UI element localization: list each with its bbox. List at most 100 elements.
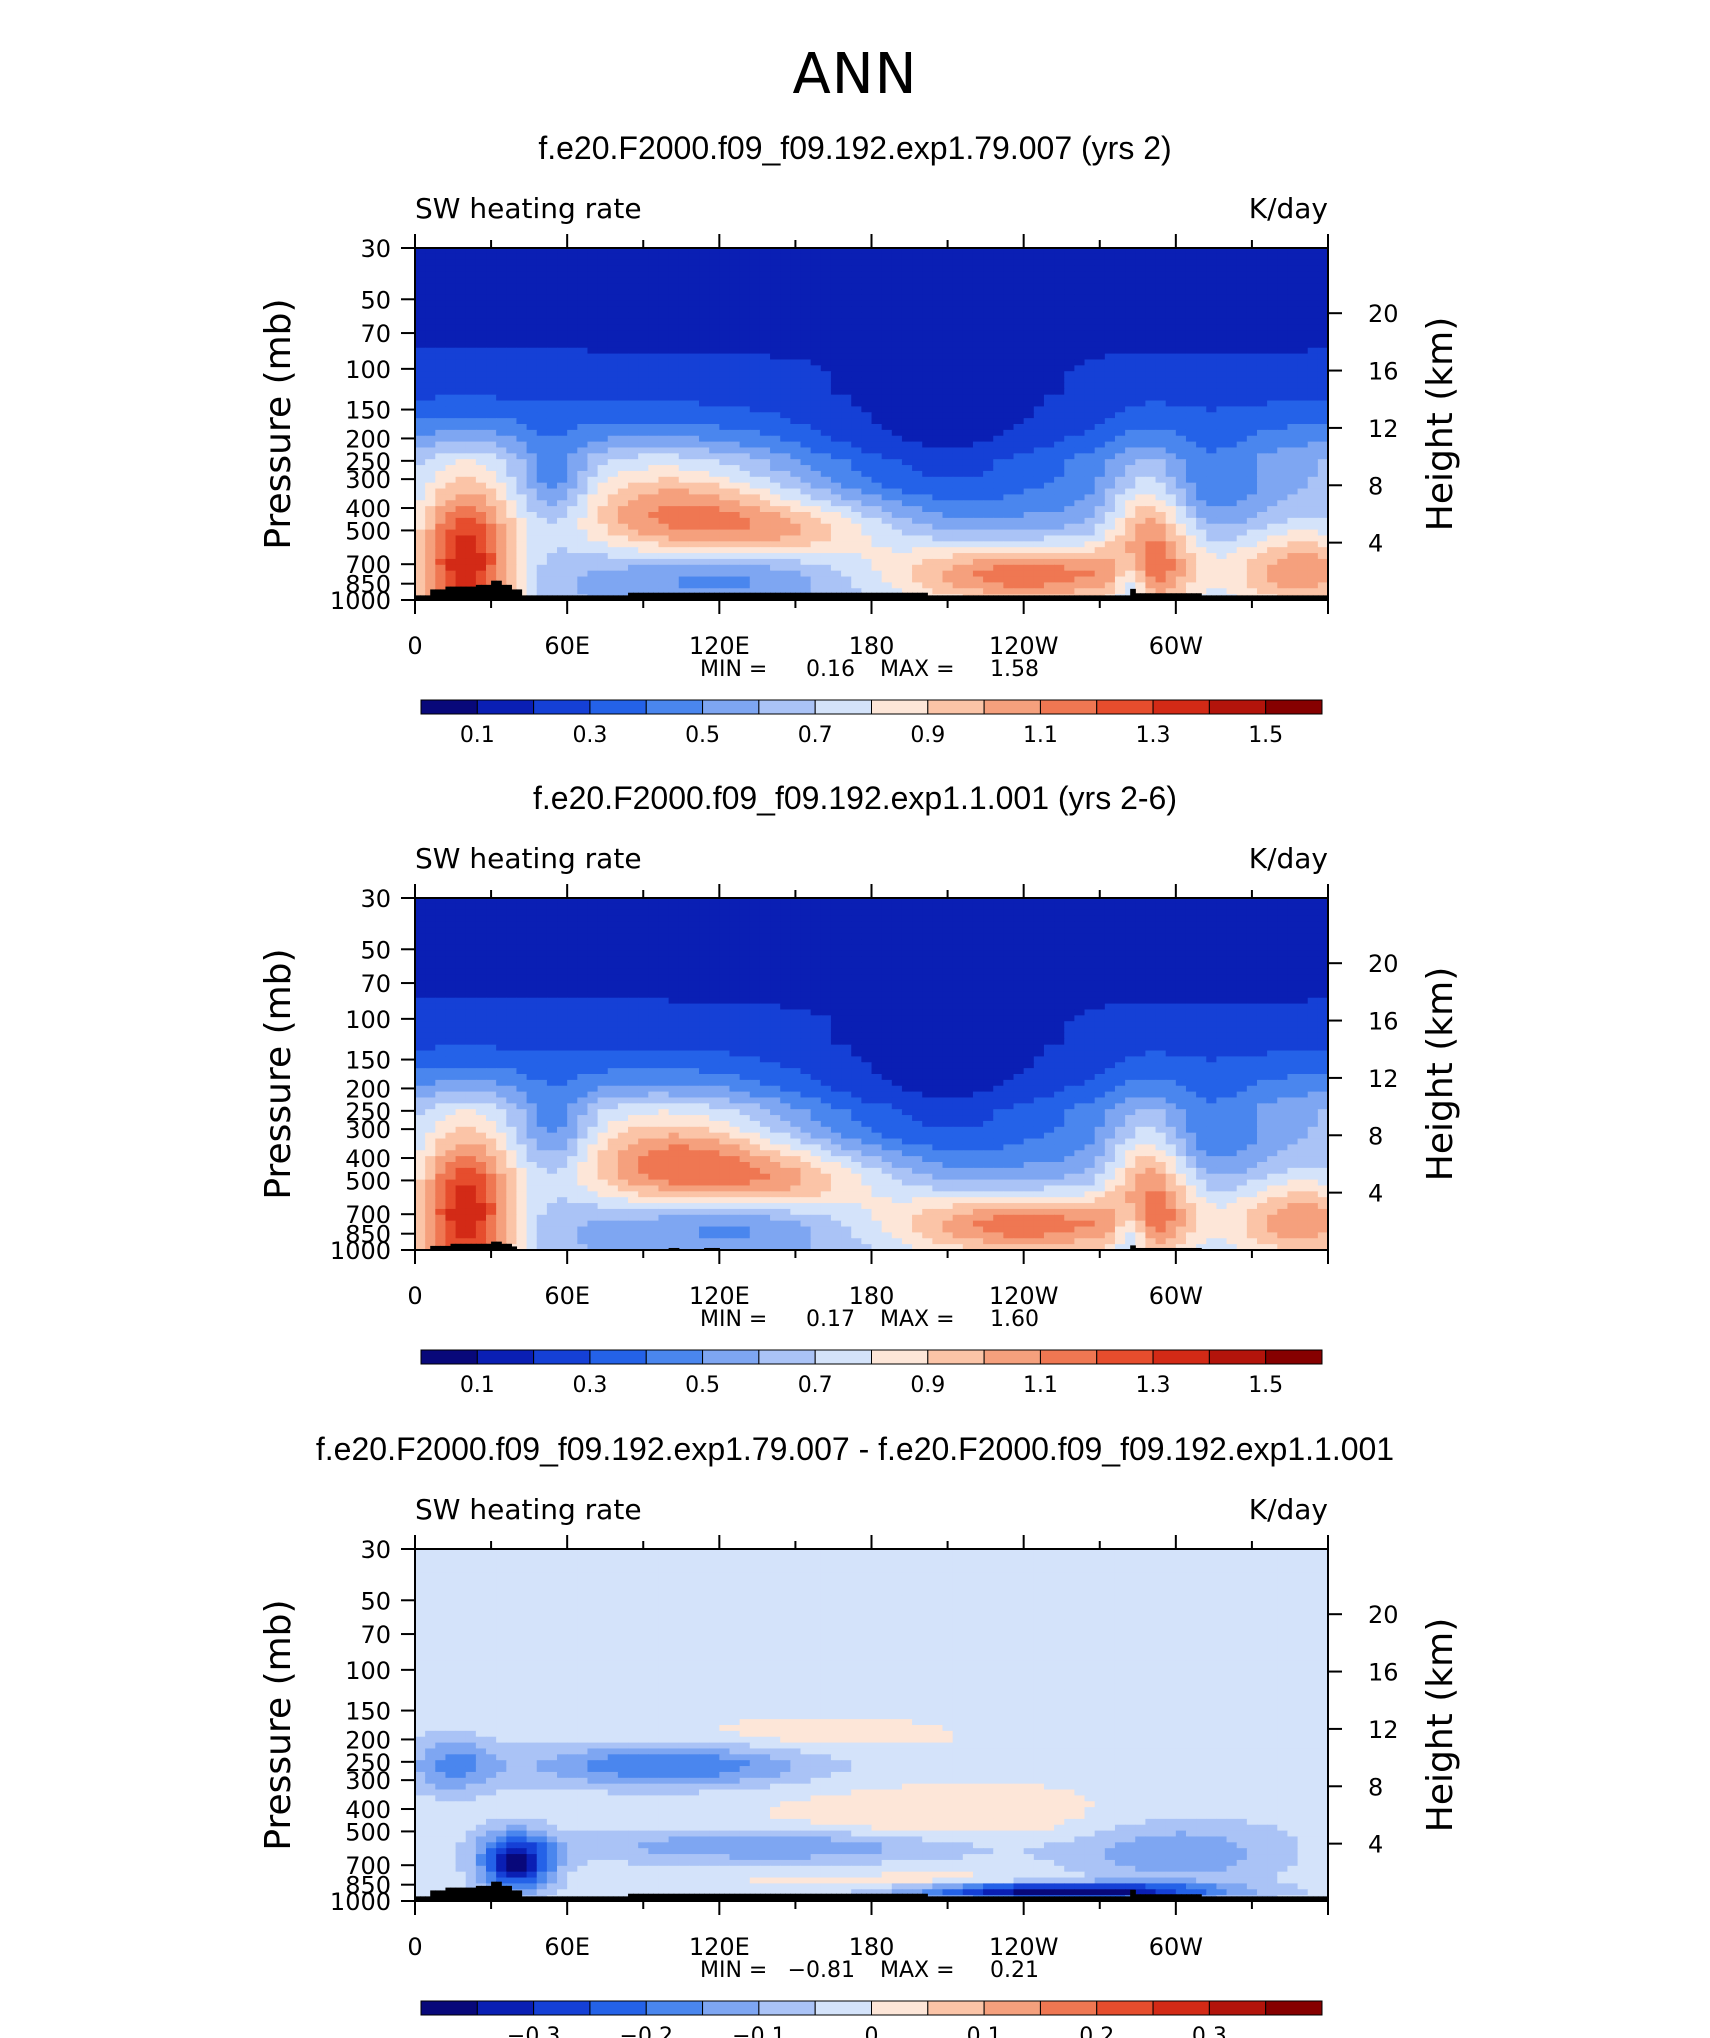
heatmap-cell [496,553,507,560]
heatmap-cell [1155,517,1167,525]
heatmap-cell [1013,529,1025,537]
heatmap-cell [1064,482,1075,490]
heatmap-cell [1064,306,1075,314]
heatmap-cell [851,347,862,355]
heatmap-cell [810,359,822,366]
heatmap-cell [820,459,832,466]
heatmap-cell [1135,359,1146,366]
heatmap-cell [1175,541,1187,548]
heatmap-cell [1256,529,1268,537]
heatmap-cell [506,400,518,407]
heatmap-cell [1236,547,1248,554]
heatmap-cell [1256,482,1268,490]
heatmap-cell [1267,289,1278,296]
heatmap-cell [486,365,497,372]
heatmap-cell [1033,265,1045,273]
heatmap-cell [1317,523,1329,531]
heatmap-cell [1196,400,1207,407]
heatmap-cell [709,341,720,349]
heatmap-cell [912,377,923,384]
heatmap-cell [972,265,984,273]
heatmap-cell [1175,294,1187,302]
heatmap-cell [506,382,518,390]
heatmap-cell [475,253,487,261]
heatmap-cell [1033,441,1045,449]
heatmap-cell [1226,371,1238,378]
heatmap-cell [688,382,700,390]
heatmap-cell [841,447,852,454]
heatmap-cell [648,547,660,554]
heatmap-cell [891,500,903,507]
heatmap-cell [780,424,791,431]
heatmap-cell [1236,482,1248,490]
heatmap-cell [1114,564,1126,572]
heatmap-cell [1054,283,1065,290]
heatmap-cell [770,341,781,349]
heatmap-cell [1003,271,1015,278]
heatmap-cell [607,500,619,507]
heatmap-cell [1054,494,1065,501]
heatmap-cell [709,553,720,560]
heatmap-cell [435,488,447,495]
heatmap-cell [719,318,731,325]
heatmap-cell [1135,424,1146,431]
heatmap-cell [1013,406,1025,413]
heatmap-cell [597,400,609,407]
heatmap-cell [486,300,497,308]
heatmap-cell [628,494,639,501]
heatmap-cell [557,265,568,273]
heatmap-cell [1185,271,1197,278]
heatmap-cell [901,318,913,325]
heatmap-cell [445,459,457,466]
heatmap-cell [749,435,761,443]
heatmap-cell [648,359,660,366]
heatmap-cell [506,435,518,443]
heatmap-cell [638,300,649,308]
heatmap-cell [912,517,923,525]
heatmap-cell [496,523,507,531]
heatmap-cell [465,476,477,484]
heatmap-cell [1043,353,1055,361]
heatmap-cell [709,336,720,343]
heatmap-cell [425,412,436,419]
heatmap-cell [1175,283,1187,290]
heatmap-cell [841,570,852,578]
heatmap-cell [952,558,964,566]
heatmap-cell [759,388,771,396]
heatmap-cell [942,388,954,396]
heatmap-cell [1114,359,1126,366]
heatmap-cell [912,271,923,278]
heatmap-cell [1145,283,1157,290]
heatmap-cell [1023,324,1035,331]
heatmap-cell [993,459,1004,466]
heatmap-cell [1064,248,1075,255]
heatmap-cell [922,377,933,384]
heatmap-cell [1043,558,1055,566]
heatmap-cell [648,506,660,513]
heatmap-cell [577,394,589,402]
heatmap-cell [1307,371,1319,378]
heatmap-cell [993,418,1004,425]
heatmap-cell [770,429,781,437]
heatmap-cell [435,570,447,578]
heatmap-cell [516,453,528,460]
heatmap-cell [1033,429,1045,437]
heatmap-cell [668,570,680,578]
heatmap-cell [770,506,781,513]
heatmap-cell [1043,418,1055,425]
heatmap-cell [1317,424,1329,431]
heatmap-cell [810,553,822,560]
heatmap-cell [739,306,751,314]
heatmap-cell [415,330,426,337]
heatmap-cell [475,459,487,466]
heatmap-cell [1033,535,1045,542]
heatmap-cell [1033,300,1045,308]
heatmap-cell [1043,494,1055,501]
heatmap-cell [749,529,761,537]
heatmap-cell [1094,453,1106,460]
heatmap-cell [435,359,447,366]
heatmap-cell [699,271,710,278]
heatmap-cell [1135,400,1146,407]
heatmap-cell [425,547,436,554]
heatmap-cell [1236,359,1248,366]
